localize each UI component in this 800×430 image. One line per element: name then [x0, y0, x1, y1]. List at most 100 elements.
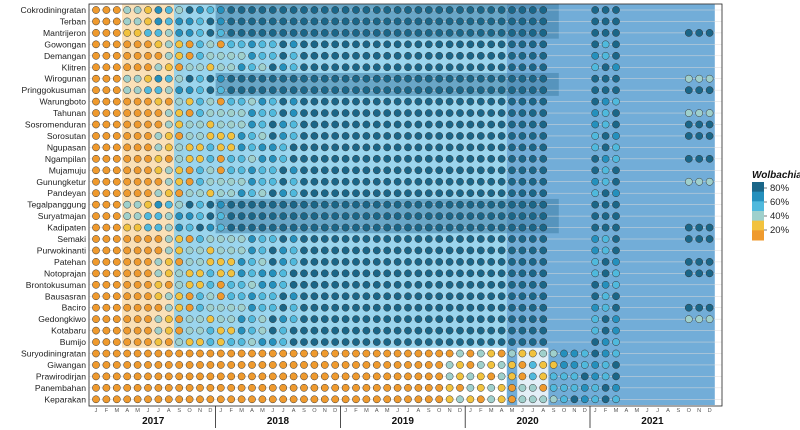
- data-dot: [528, 361, 537, 369]
- data-dot: [539, 326, 548, 335]
- data-dot: [237, 132, 246, 140]
- late-dot: [705, 177, 714, 186]
- data-dot: [154, 155, 163, 163]
- data-dot: [196, 29, 204, 37]
- data-dot: [92, 177, 100, 186]
- data-dot: [133, 269, 142, 278]
- data-dot: [601, 361, 610, 369]
- data-dot: [185, 212, 194, 220]
- data-dot: [320, 29, 329, 37]
- data-dot: [560, 384, 568, 392]
- data-dot: [331, 51, 340, 60]
- data-dot: [476, 166, 485, 175]
- row-label: Tahunan: [53, 108, 86, 118]
- data-dot: [227, 63, 236, 72]
- data-dot: [154, 200, 163, 209]
- data-dot: [352, 395, 360, 404]
- data-dot: [539, 200, 548, 209]
- data-dot: [372, 189, 381, 198]
- data-dot: [393, 361, 402, 369]
- data-dot: [237, 326, 246, 335]
- data-dot: [456, 74, 464, 83]
- data-dot: [591, 235, 600, 243]
- data-dot: [258, 29, 267, 37]
- data-dot: [237, 338, 246, 346]
- data-dot: [102, 17, 111, 26]
- data-dot: [331, 372, 340, 381]
- data-dot: [383, 86, 392, 95]
- data-dot: [414, 132, 423, 140]
- data-dot: [227, 109, 236, 117]
- data-dot: [227, 29, 236, 37]
- data-dot: [258, 269, 267, 278]
- data-dot: [560, 372, 568, 381]
- data-dot: [248, 29, 256, 37]
- data-dot: [445, 132, 454, 140]
- data-dot: [206, 280, 215, 289]
- data-dot: [227, 189, 236, 198]
- data-dot: [445, 63, 454, 72]
- data-dot: [227, 166, 236, 175]
- data-dot: [476, 258, 485, 266]
- data-dot: [320, 177, 329, 186]
- data-dot: [601, 40, 610, 49]
- data-dot: [112, 177, 121, 186]
- row-label: Kadipaten: [47, 223, 86, 233]
- data-dot: [206, 212, 215, 220]
- data-dot: [237, 235, 246, 243]
- data-dot: [112, 63, 121, 72]
- data-dot: [612, 63, 620, 72]
- data-dot: [601, 63, 610, 72]
- data-dot: [248, 189, 256, 198]
- data-dot: [331, 269, 340, 278]
- data-dot: [227, 338, 236, 346]
- data-dot: [591, 17, 600, 26]
- data-dot: [601, 132, 610, 140]
- data-dot: [497, 17, 506, 26]
- row-label: Patehan: [54, 257, 86, 267]
- data-dot: [341, 372, 350, 381]
- data-dot: [528, 223, 537, 232]
- data-dot: [476, 395, 485, 404]
- data-dot: [362, 189, 371, 198]
- data-dot: [383, 361, 392, 369]
- month-tick-label: M: [364, 408, 369, 414]
- data-dot: [300, 235, 308, 243]
- data-dot: [435, 372, 444, 381]
- data-dot: [320, 132, 329, 140]
- data-dot: [404, 200, 412, 209]
- data-dot: [144, 177, 152, 186]
- data-dot: [466, 338, 475, 346]
- data-dot: [476, 338, 485, 346]
- data-dot: [258, 6, 267, 14]
- month-tick-label: O: [437, 408, 442, 414]
- data-dot: [591, 200, 600, 209]
- data-dot: [497, 97, 506, 106]
- data-dot: [123, 17, 132, 26]
- data-dot: [102, 292, 111, 301]
- data-dot: [175, 143, 184, 152]
- data-dot: [92, 132, 100, 140]
- data-dot: [424, 166, 433, 175]
- data-dot: [133, 29, 142, 37]
- data-dot: [196, 109, 204, 117]
- data-dot: [591, 258, 600, 266]
- data-dot: [237, 166, 246, 175]
- data-dot: [227, 395, 236, 404]
- data-dot: [476, 384, 485, 392]
- data-dot: [549, 384, 558, 392]
- data-dot: [362, 269, 371, 278]
- data-dot: [341, 6, 350, 14]
- data-dot: [393, 395, 402, 404]
- late-dot: [684, 120, 693, 129]
- data-dot: [164, 395, 173, 404]
- data-dot: [528, 395, 537, 404]
- data-dot: [372, 200, 381, 209]
- data-dot: [102, 269, 111, 278]
- data-dot: [133, 86, 142, 95]
- data-dot: [320, 303, 329, 312]
- data-dot: [112, 143, 121, 152]
- data-dot: [154, 17, 163, 26]
- data-dot: [466, 40, 475, 49]
- data-dot: [362, 63, 371, 72]
